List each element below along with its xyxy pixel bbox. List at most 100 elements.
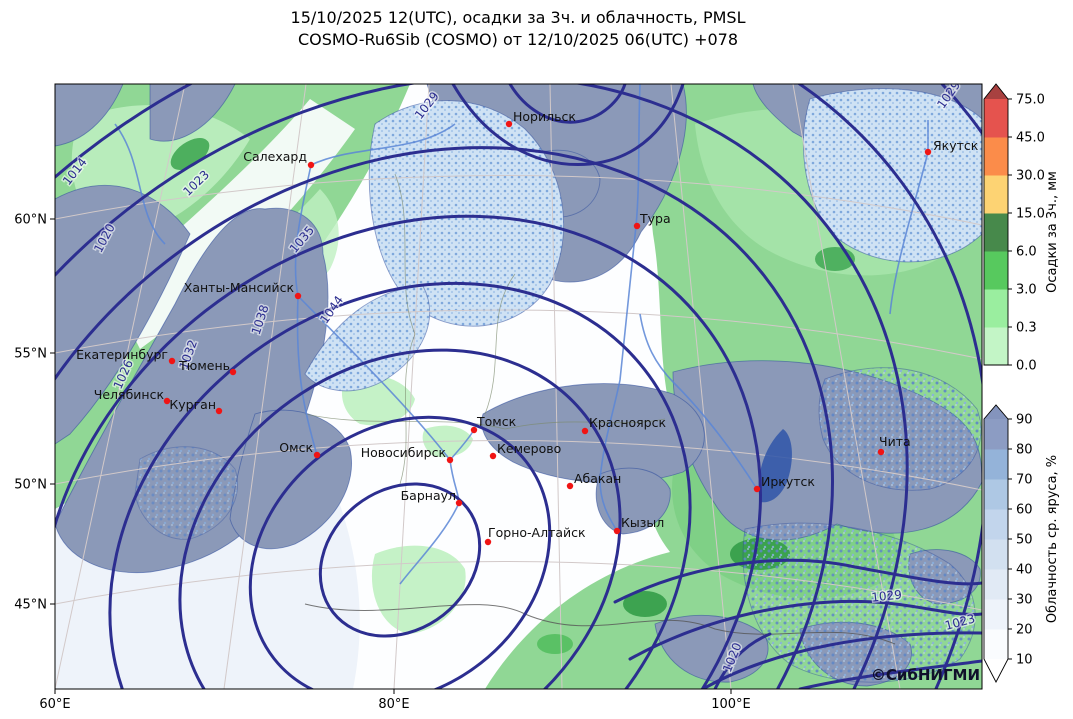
city-marker xyxy=(313,451,321,459)
city-marker xyxy=(294,292,302,300)
city-Кызыл: Кызыл xyxy=(613,515,664,535)
city-label: Иркутск xyxy=(761,474,815,489)
city-marker xyxy=(484,538,492,546)
city-label: Челябинск xyxy=(94,387,165,402)
y-tick-label: 55°N xyxy=(14,347,47,362)
colorbar-segment xyxy=(984,99,1008,138)
city-Кемерово: Кемерово xyxy=(489,441,561,460)
city-marker xyxy=(489,452,497,460)
colorbar-segment xyxy=(984,251,1008,290)
x-tick-label: 80°E xyxy=(378,697,409,712)
city-label: Кызыл xyxy=(621,515,664,530)
colorbar-segment xyxy=(984,629,1008,660)
cloud-colorbar: 10 20 30 40 50 60 70 80 90 xyxy=(983,404,1033,683)
colorbar-segment xyxy=(984,449,1008,480)
city-marker xyxy=(215,407,223,415)
city-label: Салехард xyxy=(243,149,307,164)
city-Тура: Тура xyxy=(633,211,671,230)
city-Иркутск: Иркутск xyxy=(753,474,815,493)
colorbar-tick-label: 20 xyxy=(1016,623,1033,638)
city-Горно-Алтайск: Горно-Алтайск xyxy=(484,525,586,546)
city-label: Тура xyxy=(639,211,671,226)
city-marker xyxy=(566,482,574,490)
y-tick-label: 45°N xyxy=(14,598,47,613)
figure-title-line2: COSMO-Ru6Sib (COSMO) от 12/10/2025 06(UT… xyxy=(297,30,739,49)
city-Барнаул: Барнаул xyxy=(401,488,463,507)
city-Красноярск: Красноярск xyxy=(581,415,666,435)
city-marker xyxy=(505,120,513,128)
colorbar-tick-label: 30 xyxy=(1016,593,1033,608)
city-marker xyxy=(446,456,454,464)
colorbar-tick-label: 45.0 xyxy=(1016,131,1045,146)
colorbar-under-arrow xyxy=(984,659,1008,682)
city-Курган: Курган xyxy=(169,397,223,415)
colorbar-tick-label: 80 xyxy=(1016,443,1033,458)
colorbar-tick-label: 60 xyxy=(1016,503,1033,518)
colorbar-segment xyxy=(984,175,1008,214)
colorbar-tick-label: 15.0 xyxy=(1016,207,1045,222)
colorbar-segment xyxy=(984,213,1008,252)
city-label: Екатеринбург xyxy=(76,347,168,362)
city-label: Горно-Алтайск xyxy=(488,525,586,540)
city-label: Барнаул xyxy=(401,488,456,503)
y-tick-label: 50°N xyxy=(14,478,47,493)
city-label: Ханты-Мансийск xyxy=(184,280,295,295)
city-Тюмень: Тюмень xyxy=(178,358,237,376)
colorbar-tick-label: 70 xyxy=(1016,473,1033,488)
city-label: Норильск xyxy=(513,109,576,124)
colorbar-over-arrow xyxy=(984,405,1008,419)
city-Новосибирск: Новосибирск xyxy=(361,445,454,464)
lake-baikal xyxy=(758,429,792,503)
colorbar-segment xyxy=(984,419,1008,450)
colorbar-tick-label: 30.0 xyxy=(1016,169,1045,184)
city-marker xyxy=(229,368,237,376)
colorbar-segment xyxy=(984,599,1008,630)
precip-colorbar: 0.0 0.3 3.0 6.0 15.0 30.0 45.0 75.0 xyxy=(983,83,1045,374)
city-Абакан: Абакан xyxy=(566,471,621,490)
city-marker xyxy=(581,427,589,435)
colorbar-segment xyxy=(984,327,1008,366)
city-Омск: Омск xyxy=(279,440,321,459)
city-marker xyxy=(307,161,315,169)
axis-ticks: 60°E 80°E 100°E 60°N 55°N 50°N 45°N xyxy=(14,213,751,713)
colorbar-segment xyxy=(984,479,1008,510)
colorbar-tick-label: 50 xyxy=(1016,533,1033,548)
colorbar-segment xyxy=(984,539,1008,570)
city-label: Омск xyxy=(279,440,313,455)
colorbar-tick-label: 75.0 xyxy=(1016,93,1045,108)
city-Якутск: Якутск xyxy=(924,138,979,156)
colorbar-tick-label: 6.0 xyxy=(1016,245,1037,260)
cities-layer: Салехард Норильск Якутск Тура Ханты-Мансийск… xyxy=(76,109,979,546)
precip-colorbar-label: Осадки за 3ч., мм xyxy=(1045,171,1060,293)
city-marker xyxy=(633,222,641,230)
city-marker xyxy=(877,448,885,456)
city-marker xyxy=(613,527,621,535)
colorbar-segment xyxy=(984,289,1008,328)
colorbar-segment xyxy=(984,137,1008,176)
colorbar-tick-label: 90 xyxy=(1016,413,1033,428)
city-Чита: Чита xyxy=(877,434,911,456)
city-Ханты-Мансийск: Ханты-Мансийск xyxy=(184,280,302,300)
city-marker xyxy=(168,357,176,365)
city-label: Кемерово xyxy=(497,441,561,456)
colorbar-segment xyxy=(984,509,1008,540)
city-Екатеринбург: Екатеринбург xyxy=(76,347,176,365)
city-marker xyxy=(455,499,463,507)
city-Челябинск: Челябинск xyxy=(94,387,171,405)
city-marker xyxy=(924,148,932,156)
cloud-colorbar-label: Облачность ср. яруса, % xyxy=(1045,455,1060,623)
city-marker xyxy=(753,485,761,493)
city-label: Чита xyxy=(879,434,911,449)
colorbar-segment xyxy=(984,569,1008,600)
map-watermark: ©СибНИГМИ xyxy=(871,666,980,684)
colorbar-tick-label: 0.3 xyxy=(1016,321,1037,336)
city-label: Тюмень xyxy=(178,358,230,373)
city-label: Красноярск xyxy=(589,415,666,430)
colorbar-tick-label: 0.0 xyxy=(1016,359,1037,374)
map-frame xyxy=(54,83,983,690)
colorbar-tick-label: 10 xyxy=(1016,653,1033,668)
